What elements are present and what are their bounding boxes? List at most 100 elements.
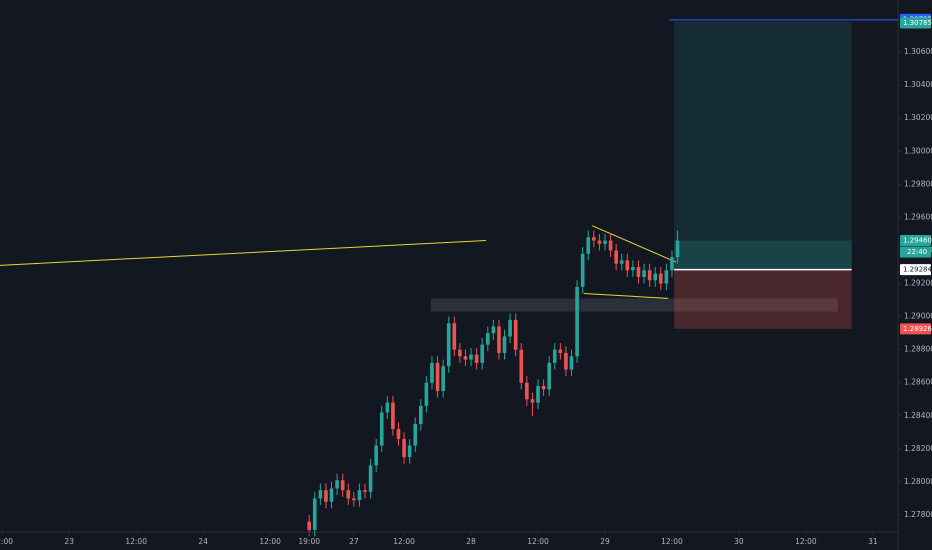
candle-body (402, 438, 406, 458)
candle-body (340, 480, 345, 491)
candle-body (502, 336, 507, 353)
candle-body (485, 333, 490, 345)
trendline (591, 225, 677, 263)
candle-body (463, 356, 468, 360)
trendline (583, 292, 669, 299)
y-tick-label: 1.30200 (904, 113, 932, 122)
y-tick-label: 1.29000 (904, 312, 932, 321)
candle-body (379, 412, 384, 446)
x-tick-label: 28 (466, 537, 476, 546)
candle-body (424, 382, 429, 406)
candle-body (329, 488, 334, 502)
candle-body (396, 429, 401, 439)
candle-body (368, 465, 373, 492)
candle-body (625, 260, 630, 271)
y-tick-label: 1.28800 (904, 345, 932, 354)
y-tick-label: 1.29200 (904, 279, 932, 288)
x-tick-label: 12:00 (795, 537, 817, 546)
candle-body (552, 349, 557, 363)
candle-body (675, 240, 680, 258)
candle-body (564, 352, 568, 370)
price-label-box (900, 235, 931, 247)
y-tick-label: 1.27800 (904, 510, 932, 519)
candle-body (474, 354, 479, 363)
x-tick-label: 24 (198, 537, 208, 546)
price-label: 1.30785 (903, 19, 932, 27)
candle-body (603, 240, 607, 244)
candle-body (469, 354, 473, 360)
x-tick-label: 12:00 (527, 537, 549, 546)
candle-body (670, 257, 674, 271)
y-tick-label: 1.30000 (904, 146, 932, 155)
x-tick-label: 31 (868, 537, 878, 546)
x-tick-label: 12:00 (393, 537, 415, 546)
candle-body (407, 445, 412, 458)
candle-body (592, 237, 596, 241)
candle-body (664, 270, 669, 284)
candle-body (575, 286, 579, 357)
candle-body (597, 240, 602, 244)
candle-body (391, 402, 395, 430)
price-label: 1.29284 (903, 266, 932, 274)
candle-body (608, 240, 613, 251)
candle-body (508, 319, 512, 337)
candle-body (419, 405, 423, 425)
price-label: 1.28926 (903, 325, 932, 333)
candle-body (653, 273, 658, 281)
candle-body (614, 250, 618, 264)
candle-body (497, 326, 501, 353)
candle-body (446, 323, 451, 367)
candle-body (642, 270, 646, 277)
candle-body (569, 356, 574, 370)
y-tick-label: 1.30600 (904, 47, 932, 56)
candle-body (346, 490, 351, 499)
candle-body (413, 424, 418, 446)
candle-body (536, 386, 540, 403)
candle-body (452, 323, 457, 350)
x-tick-label: 12:00 (0, 537, 13, 546)
candle-body (435, 362, 440, 391)
candle-body (631, 266, 635, 271)
x-tick-label: 23 (64, 537, 74, 546)
countdown: 22:40 (907, 248, 927, 256)
candle-body (441, 366, 445, 391)
x-tick-label: 12:00 (661, 537, 683, 546)
candle-body (374, 445, 378, 466)
candle-body (586, 237, 591, 254)
y-tick-label: 1.28200 (904, 444, 932, 453)
price-label: 1.29460 (903, 237, 932, 245)
candle-body (547, 362, 551, 390)
y-tick-label: 1.29600 (904, 212, 932, 221)
position-loss (674, 269, 852, 329)
candle-body (580, 253, 585, 287)
x-tick-label: 12:00 (125, 537, 147, 546)
price-label-box (900, 264, 931, 276)
candle-body (458, 349, 462, 357)
candle-body (541, 386, 546, 390)
candle-body (530, 399, 535, 403)
y-tick-label: 1.28000 (904, 477, 932, 486)
position-open-profit (674, 240, 852, 270)
candle-body (385, 402, 390, 413)
price-label-box (900, 17, 931, 29)
candle-body (558, 349, 563, 353)
candle-body (352, 498, 356, 501)
position-profit (674, 21, 852, 270)
zone (430, 298, 838, 312)
x-tick-label: 12:00 (259, 537, 281, 546)
x-tick-label: 30 (734, 537, 744, 546)
candle-body (307, 521, 312, 530)
candle-body (513, 319, 518, 350)
candle-body (318, 490, 323, 499)
candle-body (335, 480, 339, 489)
candle-body (312, 498, 317, 530)
candle-body (357, 490, 362, 501)
candle-body (363, 490, 367, 492)
candle-body (658, 273, 663, 284)
candle-body (647, 270, 652, 281)
y-tick-label: 1.28400 (904, 411, 932, 420)
y-tick-label: 1.30400 (904, 80, 932, 89)
candle-body (525, 382, 529, 400)
x-tick-label: 19:00 (298, 537, 320, 546)
